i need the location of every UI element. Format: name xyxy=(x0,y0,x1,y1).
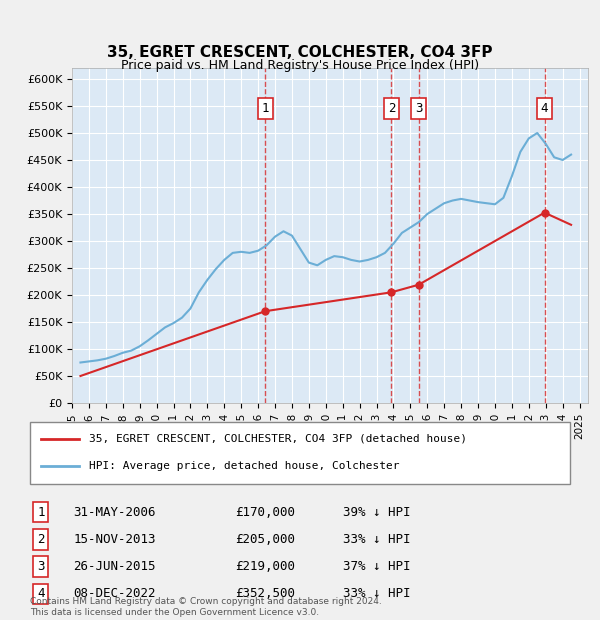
Text: HPI: Average price, detached house, Colchester: HPI: Average price, detached house, Colc… xyxy=(89,461,400,471)
Text: 3: 3 xyxy=(37,560,44,573)
Text: 39% ↓ HPI: 39% ↓ HPI xyxy=(343,506,410,518)
Text: 37% ↓ HPI: 37% ↓ HPI xyxy=(343,560,410,573)
Text: 3: 3 xyxy=(415,102,422,115)
Text: £352,500: £352,500 xyxy=(235,588,295,600)
Text: 35, EGRET CRESCENT, COLCHESTER, CO4 3FP (detached house): 35, EGRET CRESCENT, COLCHESTER, CO4 3FP … xyxy=(89,434,467,444)
Text: 08-DEC-2022: 08-DEC-2022 xyxy=(73,588,156,600)
Text: 15-NOV-2013: 15-NOV-2013 xyxy=(73,533,156,546)
Text: £170,000: £170,000 xyxy=(235,506,295,518)
Text: 4: 4 xyxy=(37,588,44,600)
Text: 26-JUN-2015: 26-JUN-2015 xyxy=(73,560,156,573)
FancyBboxPatch shape xyxy=(30,422,570,484)
Text: £219,000: £219,000 xyxy=(235,560,295,573)
Text: £205,000: £205,000 xyxy=(235,533,295,546)
Text: 33% ↓ HPI: 33% ↓ HPI xyxy=(343,533,410,546)
Text: 31-MAY-2006: 31-MAY-2006 xyxy=(73,506,156,518)
Text: 1: 1 xyxy=(262,102,269,115)
Text: 2: 2 xyxy=(37,533,44,546)
Text: Price paid vs. HM Land Registry's House Price Index (HPI): Price paid vs. HM Land Registry's House … xyxy=(121,59,479,71)
Text: 4: 4 xyxy=(541,102,548,115)
Text: 35, EGRET CRESCENT, COLCHESTER, CO4 3FP: 35, EGRET CRESCENT, COLCHESTER, CO4 3FP xyxy=(107,45,493,60)
Text: 2: 2 xyxy=(388,102,395,115)
Text: 1: 1 xyxy=(37,506,44,518)
Text: Contains HM Land Registry data © Crown copyright and database right 2024.
This d: Contains HM Land Registry data © Crown c… xyxy=(30,598,382,617)
Text: 33% ↓ HPI: 33% ↓ HPI xyxy=(343,588,410,600)
